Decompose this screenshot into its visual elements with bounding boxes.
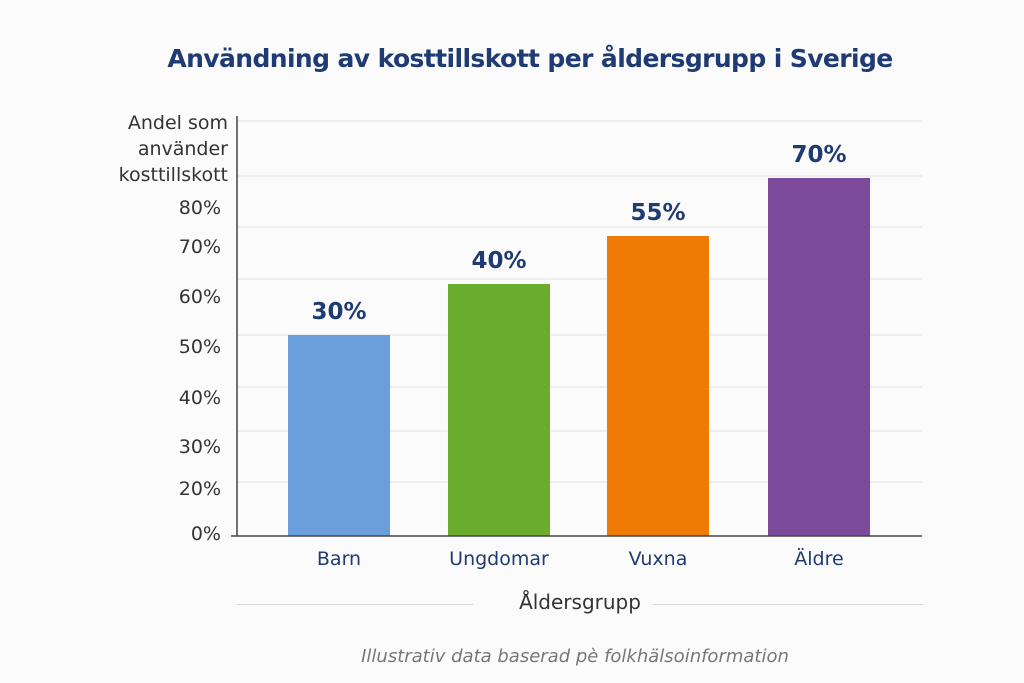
value-label: 30% [311, 299, 367, 325]
y-tick-label: 0% [190, 523, 221, 545]
value-label: 70% [791, 142, 847, 168]
y-tick-label: 60% [178, 286, 221, 308]
bar-barn [288, 335, 390, 536]
y-tick-label: 40% [178, 387, 221, 409]
bar-äldre [768, 178, 870, 536]
footnote: Illustrativ data baserad pè folkhälsoinf… [361, 646, 789, 667]
y-tick-label: 30% [178, 436, 221, 458]
x-tick-label: Ungdomar [449, 548, 549, 570]
x-axis-title-rule-right [653, 604, 923, 605]
y-axis-title-line: använder [137, 138, 228, 160]
value-label: 40% [471, 248, 527, 274]
y-tick-label: 70% [178, 236, 221, 258]
x-axis-title: Åldersgrupp [519, 590, 641, 614]
y-axis-title: Andel som använder kosttillskott [119, 110, 228, 188]
y-tick-label: 20% [178, 478, 221, 500]
x-tick-label: Vuxna [628, 548, 688, 570]
y-axis-title-line: Andel som [127, 112, 228, 134]
y-tick-label: 50% [178, 336, 221, 358]
y-axis-title-line: kosttillskott [118, 164, 228, 186]
x-axis-title-rule-left [237, 604, 473, 605]
value-label: 55% [630, 200, 686, 226]
bar-vuxna [607, 236, 709, 536]
x-tick-label: Äldre [794, 548, 844, 570]
bar-ungdomar [448, 284, 550, 536]
chart-title: Användning av kosttillskott per åldersgr… [167, 44, 893, 73]
x-tick-label: Barn [316, 548, 362, 570]
y-tick-label: 80% [178, 197, 221, 219]
